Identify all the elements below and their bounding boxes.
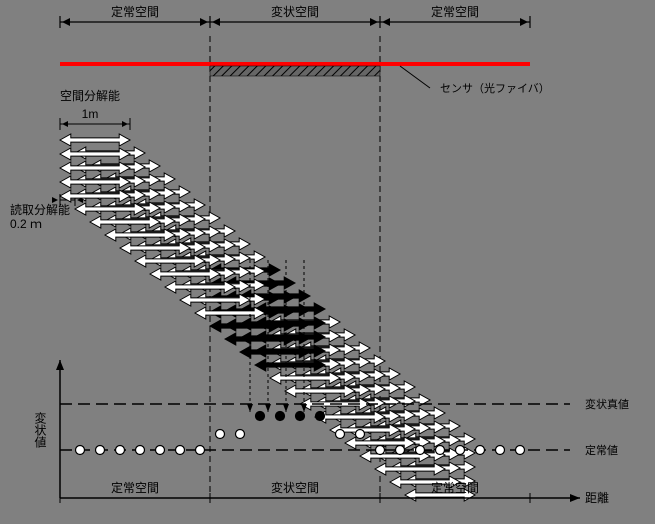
data-marker [496,446,505,455]
data-marker [256,412,265,421]
data-marker [516,446,525,455]
region-label: 定常空間 [431,4,479,19]
data-marker [76,446,85,455]
spatial-res-title: 空間分解能 [60,89,120,103]
data-marker [136,446,145,455]
data-marker [436,446,445,455]
data-marker [176,446,185,455]
sensor-label: センサ（光ファイバ） [440,81,550,95]
data-marker [116,446,125,455]
data-marker [156,446,165,455]
bottom-region-label: 変状空間 [271,480,319,495]
read-res-label2: 0.2 ｍ [10,217,42,231]
data-marker [396,446,405,455]
data-marker [316,412,325,421]
steady-value-label: 定常値 [585,443,618,457]
x-axis-label: 距離 [585,491,609,505]
data-marker [96,446,105,455]
bottom-region-label: 定常空間 [111,480,159,495]
data-marker [416,446,425,455]
region-label: 変状空間 [271,4,319,19]
bottom-region-label: 定常空間 [431,480,479,495]
y-axis-label: 変状値 [33,411,47,448]
data-marker [216,430,225,439]
data-marker [296,412,305,421]
data-marker [356,430,365,439]
one-m-label: 1m [82,107,99,121]
data-marker [376,446,385,455]
deform-region [210,66,380,76]
data-marker [476,446,485,455]
read-res-label1: 読取分解能 [10,202,70,217]
data-marker [276,412,285,421]
data-marker [456,446,465,455]
data-marker [236,430,245,439]
data-marker [336,430,345,439]
data-marker [196,446,205,455]
true-value-label: 変状真値 [585,397,629,411]
region-label: 定常空間 [111,4,159,19]
